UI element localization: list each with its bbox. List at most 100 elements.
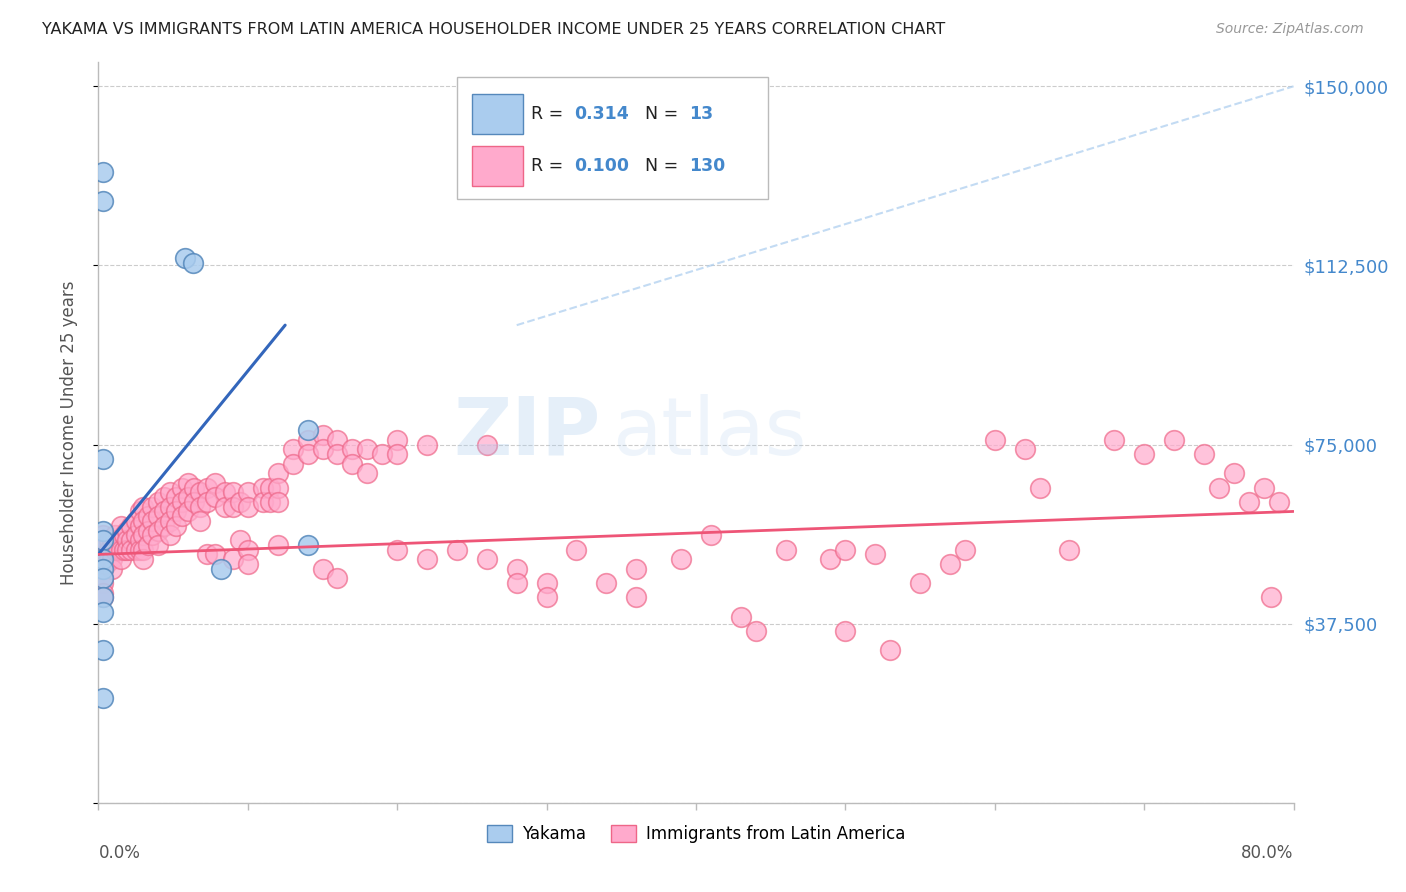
Point [834,624,856,638]
Point [177,504,200,518]
Point [91,591,114,605]
Point [136,538,159,552]
Point [91,194,114,208]
Point [267,538,290,552]
Point [259,495,281,509]
FancyBboxPatch shape [472,146,523,186]
Point [183,495,205,509]
Point [700,528,723,542]
Point [91,591,114,605]
Y-axis label: Householder Income Under 25 years: Householder Income Under 25 years [59,280,77,585]
Point [730,609,752,624]
Point [94,538,117,552]
Point [204,548,226,562]
Point [229,533,252,547]
Point [197,495,219,509]
Point [141,528,163,542]
Text: 130: 130 [689,157,725,175]
Point [107,542,129,557]
Point [834,542,856,557]
Point [183,481,205,495]
Point [112,528,135,542]
Point [1028,481,1050,495]
Point [252,495,274,509]
Point [506,562,529,576]
Point [222,552,245,566]
Point [91,538,114,552]
Point [1208,481,1230,495]
Point [91,690,114,705]
Point [172,495,194,509]
Point [129,533,152,547]
Point [172,481,194,495]
Point [177,490,200,504]
Point [104,542,127,557]
Point [110,542,132,557]
Point [97,542,120,557]
Point [110,518,132,533]
Point [94,548,117,562]
Point [91,562,114,576]
Point [120,518,142,533]
Point [120,542,142,557]
Point [252,481,274,495]
Point [326,447,349,461]
Point [132,552,155,566]
Point [129,504,152,518]
Point [259,481,281,495]
Point [188,500,211,514]
Text: R =: R = [531,157,569,175]
Point [91,524,114,538]
Point [669,552,692,566]
Point [1014,442,1036,457]
Point [297,447,319,461]
Text: ZIP: ZIP [453,393,600,472]
Point [132,528,155,542]
Text: 0.100: 0.100 [574,157,628,175]
Point [97,552,120,566]
Point [214,500,236,514]
Point [115,533,138,547]
Point [148,509,170,524]
Point [222,485,245,500]
Point [197,548,219,562]
Point [165,518,187,533]
Point [91,562,114,576]
Point [506,576,529,591]
Text: 80.0%: 80.0% [1241,844,1294,862]
Point [416,437,439,451]
Point [112,542,135,557]
Point [865,548,887,562]
Point [385,447,409,461]
Point [311,428,333,442]
Point [97,533,120,547]
Point [214,485,236,500]
Point [236,485,259,500]
Point [356,467,378,481]
Point [107,533,129,547]
Text: atlas: atlas [613,393,807,472]
Point [820,552,842,566]
Point [475,552,498,566]
Point [1267,495,1289,509]
Point [177,475,200,490]
Point [297,538,319,552]
Point [236,500,259,514]
Point [120,533,142,547]
Point [91,528,114,542]
Point [101,533,124,547]
Point [204,490,226,504]
Point [91,548,114,562]
Point [229,495,252,509]
Point [115,524,138,538]
Point [385,542,409,557]
Point [125,542,148,557]
Point [104,528,127,542]
Point [153,504,176,518]
Point [297,433,319,447]
Text: R =: R = [531,105,569,123]
Point [311,442,333,457]
Point [204,475,226,490]
Point [342,442,364,457]
Point [297,423,319,437]
